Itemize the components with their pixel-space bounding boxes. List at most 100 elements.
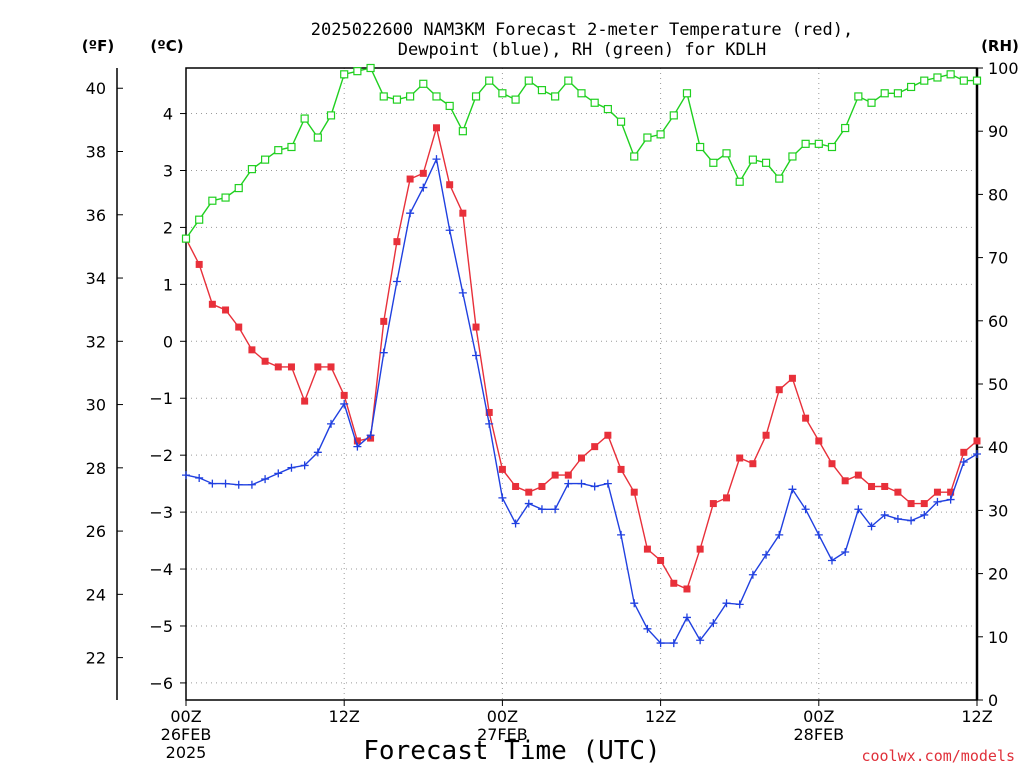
rh-point (827, 142, 837, 152)
dewpoint-point (353, 442, 362, 451)
fahrenheit-tick-label: 34 (86, 269, 106, 288)
rh-tick-label: 30 (988, 501, 1008, 520)
temperature-point (920, 500, 928, 508)
temperature-point (881, 482, 889, 490)
dewpoint-point (709, 619, 718, 628)
x-tick-label: 27FEB (477, 725, 528, 744)
celsius-tick-label: 1 (163, 275, 173, 294)
dewpoint-point (366, 431, 375, 440)
dewpoint-point (630, 599, 639, 608)
temperature-point (485, 408, 493, 416)
dewpoint-point (669, 639, 678, 648)
rh-tick-label: 40 (988, 438, 1008, 457)
x-tick-label: 00Z (487, 707, 518, 726)
rh-point (471, 92, 481, 101)
celsius-tick-label: 3 (163, 161, 173, 180)
temperature-point (406, 175, 414, 183)
rh-point (181, 234, 191, 243)
celsius-tick-label: −6 (149, 674, 173, 693)
temperature-point (907, 500, 915, 508)
temperature-point (340, 391, 348, 399)
rh-point (458, 127, 467, 136)
dewpoint-point (234, 480, 243, 489)
dewpoint-point (682, 613, 691, 622)
rh-point (880, 89, 889, 98)
rh-point (920, 76, 929, 85)
dewpoint-point (274, 469, 283, 478)
dewpoint-point (524, 499, 533, 508)
rh-point (643, 133, 652, 142)
dewpoint-point (735, 600, 744, 609)
rh-point (208, 196, 217, 205)
rh-point (682, 89, 692, 98)
dewpoint-point (564, 479, 573, 488)
rh-point (893, 89, 903, 98)
chart-title-line-1: 2025022600 NAM3KM Forecast 2-meter Tempe… (311, 20, 853, 40)
dewpoint-point (946, 495, 955, 504)
dewpoint-point (893, 514, 902, 523)
dewpoint-point (340, 399, 349, 408)
temperature-point (432, 124, 440, 132)
rh-point (564, 76, 573, 85)
temperature-point (327, 363, 335, 371)
temperature-point (868, 482, 876, 490)
celsius-tick-label: 2 (163, 218, 173, 237)
rh-tick-label: 60 (988, 312, 1008, 331)
fahrenheit-tick-label: 24 (86, 585, 106, 604)
rh-point (379, 92, 388, 101)
dewpoint-point (221, 479, 230, 488)
temperature-point (353, 437, 361, 445)
rh-point (392, 95, 402, 104)
dewpoint-point (392, 277, 401, 286)
rh-point (801, 139, 810, 148)
rh-point (366, 63, 375, 73)
rh-point (221, 193, 230, 202)
dewpoint-point (313, 448, 322, 457)
dewpoint-point (537, 505, 546, 514)
celsius-unit-label: (ºC) (150, 37, 183, 55)
temperature-point (314, 363, 322, 371)
dewpoint-point (458, 288, 467, 297)
rh-point (353, 67, 362, 76)
rh-point (261, 155, 270, 164)
dewpoint-point (775, 530, 784, 539)
rh-point (841, 123, 850, 133)
dewpoint-point (841, 547, 850, 556)
credit-text: coolwx.com/models (861, 747, 1015, 765)
rh-point (511, 95, 520, 104)
fahrenheit-tick-label: 22 (86, 649, 106, 668)
rh-point (656, 130, 665, 139)
temperature-point (564, 471, 572, 479)
chart-series (181, 63, 982, 648)
dewpoint-point (801, 505, 810, 514)
dewpoint-point (485, 419, 494, 428)
rh-point (933, 73, 942, 82)
dewpoint-point (656, 639, 665, 648)
temperature-point (591, 443, 599, 451)
x-tick-label: 12Z (961, 707, 992, 726)
dewpoint-point (788, 485, 797, 494)
celsius-tick-label: 4 (163, 105, 173, 124)
rh-point (946, 70, 955, 79)
rh-point (406, 92, 415, 101)
rh-point (340, 70, 349, 79)
temperature-point (380, 317, 388, 325)
temperature-point (472, 323, 480, 331)
dewpoint-point (261, 475, 270, 484)
dewpoint-point (867, 522, 876, 531)
dewpoint-point (643, 624, 652, 633)
x-tick-label: 12Z (645, 707, 676, 726)
rh-point (274, 146, 283, 155)
rh-tick-label: 10 (988, 628, 1008, 647)
rh-point (432, 92, 441, 101)
fahrenheit-tick-label: 36 (86, 206, 106, 225)
temperature-point (815, 437, 823, 445)
rh-tick-label: 80 (988, 185, 1008, 204)
temperature-point (828, 460, 836, 468)
rh-point (906, 82, 916, 92)
rh-tick-label: 90 (988, 122, 1008, 141)
temperature-line (185, 125, 978, 590)
rh-point (709, 158, 718, 167)
x-tick-label: 26FEB (161, 725, 212, 744)
